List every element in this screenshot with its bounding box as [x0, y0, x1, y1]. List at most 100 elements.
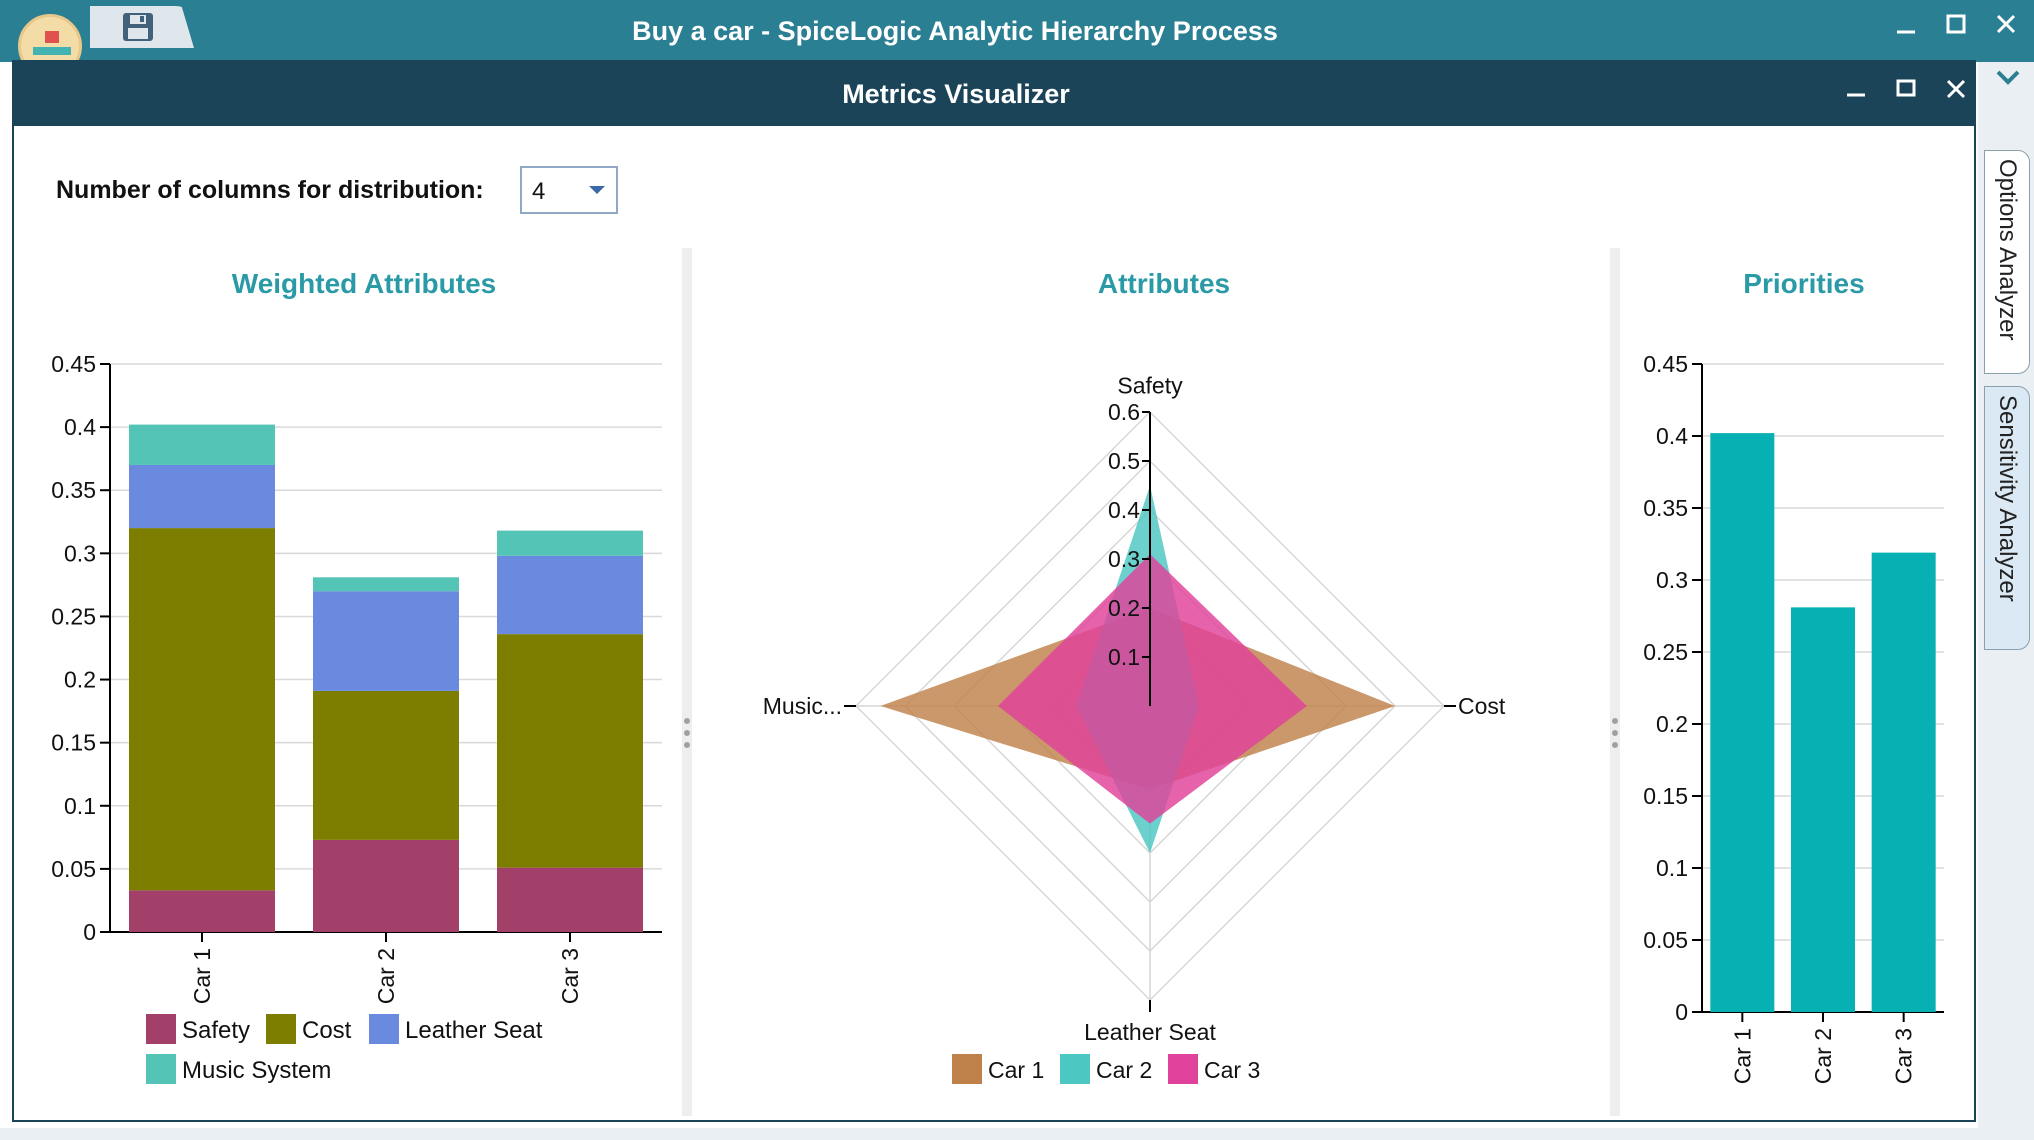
radar-tick-label: 0.1: [1108, 644, 1140, 670]
priorities-title: Priorities: [1743, 268, 1865, 299]
app-close-button[interactable]: [1986, 10, 2026, 50]
y-tick-label: 0.25: [51, 603, 96, 629]
bar-segment-safety: [313, 839, 459, 932]
bar-segment-music-system: [129, 424, 275, 465]
legend-swatch: [1060, 1054, 1090, 1084]
close-icon: [1946, 79, 1966, 99]
tab-options-analyzer[interactable]: Options Analyzer: [1984, 150, 2030, 374]
minimize-icon: [1897, 30, 1915, 34]
columns-label: Number of columns for distribution:: [56, 176, 484, 204]
dialog-minimize-button[interactable]: [1836, 75, 1876, 115]
y-tick-label: 0: [1675, 999, 1688, 1025]
metrics-visualizer-dialog: Metrics Visualizer Number of columns for…: [12, 60, 1976, 1122]
tab-sensitivity-analyzer[interactable]: Sensitivity Analyzer: [1984, 386, 2030, 650]
app-titlebar: Buy a car - SpiceLogic Analytic Hierarch…: [0, 0, 2034, 78]
legend-swatch: [952, 1054, 982, 1084]
bar-segment-safety: [497, 867, 643, 932]
quick-save-button[interactable]: [90, 6, 194, 48]
app-title: Buy a car - SpiceLogic Analytic Hierarch…: [632, 16, 1278, 46]
maximize-icon: [1896, 79, 1916, 97]
priority-bar: [1871, 552, 1936, 1012]
radar-series-car-3: [998, 554, 1307, 824]
y-tick-label: 0.45: [1643, 351, 1688, 377]
x-tick-label: Car 2: [373, 948, 399, 1004]
y-tick-label: 0.3: [1656, 567, 1688, 593]
legend-label: Car 1: [988, 1057, 1044, 1083]
x-tick-label: Car 1: [1729, 1028, 1755, 1084]
priority-bar: [1710, 433, 1775, 1012]
y-tick-label: 0.35: [51, 477, 96, 503]
x-tick-label: Car 3: [1891, 1028, 1917, 1084]
app-minimize-button[interactable]: [1886, 10, 1926, 50]
bar-segment-music-system: [313, 577, 459, 592]
y-tick-label: 0.35: [1643, 495, 1688, 521]
y-tick-label: 0.15: [1643, 783, 1688, 809]
legend-label: Cost: [302, 1017, 352, 1044]
radar-axis-label: Cost: [1458, 693, 1506, 719]
bar-segment-cost: [313, 690, 459, 840]
chevron-down-icon[interactable]: [1988, 64, 2028, 94]
y-tick-label: 0.4: [64, 414, 96, 440]
weighted-attributes-chart: 0 0.05 0.1 0.15 0.2 0.25 0.3 0.35 0.4 0.45 Car 1 Ca…: [51, 351, 662, 1084]
radar-axis-label: Leather Seat: [1084, 1019, 1216, 1045]
x-tick-label: Car 3: [557, 948, 583, 1004]
save-icon: [123, 13, 153, 41]
left-splitter[interactable]: [682, 248, 692, 1116]
dialog-titlebar[interactable]: Metrics Visualizer: [14, 62, 1974, 126]
legend-label: Safety: [182, 1017, 250, 1044]
legend-swatch: [146, 1014, 176, 1044]
legend-label: Music System: [182, 1057, 331, 1084]
close-icon: [1996, 14, 2016, 34]
bar-segment-cost: [497, 634, 643, 868]
legend-swatch: [369, 1014, 399, 1044]
radar-tick-label: 0.4: [1108, 497, 1140, 523]
bar-segment-leather-seat: [129, 464, 275, 529]
attributes-title: Attributes: [1097, 268, 1231, 299]
dialog-close-button[interactable]: [1936, 75, 1976, 115]
dialog-maximize-button[interactable]: [1886, 75, 1926, 115]
app-maximize-button[interactable]: [1936, 10, 1976, 50]
tab-options-analyzer-label: Options Analyzer: [1994, 159, 2021, 341]
bar-segment-safety: [129, 890, 275, 932]
legend-label: Car 2: [1096, 1057, 1152, 1083]
app-status-strip: [0, 1128, 2034, 1140]
bar-segment-cost: [129, 528, 275, 891]
minimize-icon: [1847, 93, 1865, 97]
bar-segment-leather-seat: [497, 555, 643, 635]
y-tick-label: 0.45: [51, 351, 96, 377]
radar-axis-label: Safety: [1117, 372, 1183, 398]
columns-dropdown[interactable]: 4: [520, 166, 618, 214]
radar-tick-label: 0.3: [1108, 546, 1140, 572]
priorities-chart: 0 0.05 0.1 0.15 0.2 0.25 0.3 0.35 0.4 0.45 Car 1 Ca…: [1643, 351, 1944, 1084]
y-tick-label: 0.1: [64, 793, 96, 819]
priority-bar: [1791, 607, 1855, 1012]
bar-segment-leather-seat: [313, 591, 459, 691]
y-tick-label: 0.2: [1656, 711, 1688, 737]
y-tick-label: 0.05: [51, 856, 96, 882]
right-splitter[interactable]: [1610, 248, 1620, 1116]
x-tick-label: Car 1: [189, 948, 215, 1004]
weighted-attributes-title: Weighted Attributes: [231, 268, 497, 299]
radar-tick-label: 0.2: [1108, 595, 1140, 621]
legend-label: Leather Seat: [405, 1017, 543, 1044]
x-tick-label: Car 2: [1810, 1028, 1836, 1084]
legend-swatch: [1168, 1054, 1198, 1084]
y-tick-label: 0.1: [1656, 855, 1688, 881]
bar-segment-music-system: [497, 530, 643, 556]
dialog-title: Metrics Visualizer: [842, 79, 1070, 109]
y-tick-label: 0.05: [1643, 927, 1688, 953]
y-tick-label: 0.4: [1656, 423, 1688, 449]
y-tick-label: 0.2: [64, 667, 96, 693]
legend-swatch: [146, 1054, 176, 1084]
legend-label: Car 3: [1204, 1057, 1260, 1083]
tab-sensitivity-analyzer-label: Sensitivity Analyzer: [1994, 395, 2021, 602]
radar-tick-label: 0.5: [1108, 448, 1140, 474]
chevron-down-icon: [589, 186, 605, 194]
legend-swatch: [266, 1014, 296, 1044]
y-tick-label: 0: [83, 919, 96, 945]
y-tick-label: 0.3: [64, 540, 96, 566]
maximize-icon: [1946, 14, 1966, 34]
y-tick-label: 0.25: [1643, 639, 1688, 665]
columns-dropdown-value: 4: [532, 178, 546, 205]
